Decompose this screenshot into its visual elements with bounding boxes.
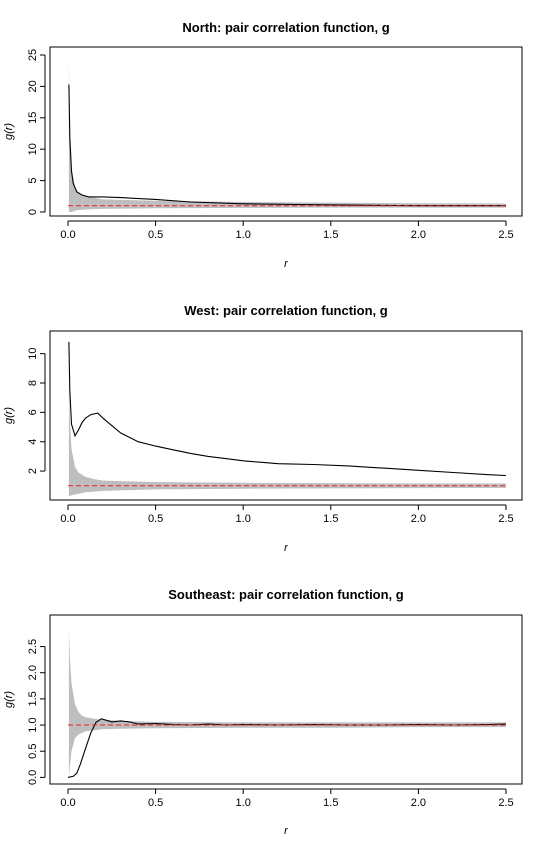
north-y-tick-label: 10 [27,143,39,155]
west-y-axis: 2 4 6 8 10 [27,348,46,474]
southeast-series [67,718,507,778]
north-title: North: pair correlation function, g [182,20,389,35]
southeast-x-label: r [284,825,289,837]
north-x-label: r [284,258,289,270]
southeast-envelope [68,628,507,778]
north-y-label: g(r) [3,123,15,140]
west-y-label: g(r) [3,407,15,424]
southeast-x-axis: 0.0 0.5 1.0 1.5 2.0 2.5 [60,788,514,809]
west-observed-line [68,341,507,477]
southeast-plot-frame [49,614,523,785]
west-title: West: pair correlation function, g [184,303,388,318]
north-x-tick-label: 0.5 [148,229,163,241]
southeast-x-tick-label: 2.5 [498,797,513,809]
southeast-observed-line [67,718,507,778]
north-observed-line [68,84,506,207]
north-y-tick-label: 5 [27,178,39,184]
north-x-axis: 0.0 0.5 1.0 1.5 2.0 2.5 [60,220,514,241]
north-x-tick-label: 1.0 [236,229,251,241]
southeast-y-tick-label: 1.0 [27,717,39,732]
west-plot-frame [49,330,523,501]
west-envelope-band [68,383,507,496]
north-plot-frame [49,46,523,217]
southeast-x-tick-label: 2.0 [411,797,426,809]
west-x-tick-label: 0.0 [60,513,75,525]
north-x-tick-label: 2.5 [498,229,513,241]
north-envelope [68,58,507,212]
west-x-tick-label: 1.5 [323,513,338,525]
west-y-tick-label: 8 [27,380,39,386]
west-x-tick-label: 2.5 [498,513,513,525]
west-x-tick-label: 2.0 [411,513,426,525]
southeast-x-tick-label: 1.0 [236,797,251,809]
west-y-tick-label: 10 [27,348,39,360]
north-y-tick-label: 20 [27,80,39,92]
west-x-label: r [284,542,289,554]
north-y-tick-label: 25 [27,49,39,61]
southeast-envelope-band [68,628,507,778]
north-x-tick-label: 2.0 [411,229,426,241]
west-panel: West: pair correlation function, g 0.0 0.… [3,303,523,554]
west-y-tick-label: 4 [27,439,39,445]
southeast-y-tick-label: 0.0 [27,770,39,785]
southeast-y-tick-label: 2.0 [27,665,39,680]
north-x-tick-label: 0.0 [60,229,75,241]
north-series [68,84,506,207]
west-series [68,341,507,487]
southeast-y-label: g(r) [3,691,15,708]
north-y-axis: 0 5 10 15 20 25 [27,49,46,215]
west-envelope [68,383,507,496]
north-y-tick-label: 0 [27,209,39,215]
southeast-y-tick-label: 0.5 [27,744,39,759]
west-y-tick-label: 6 [27,409,39,415]
north-y-tick-label: 15 [27,112,39,124]
west-x-tick-label: 1.0 [236,513,251,525]
west-x-tick-label: 0.5 [148,513,163,525]
southeast-title: Southeast: pair correlation function, g [168,587,404,602]
southeast-x-tick-label: 0.0 [60,797,75,809]
southeast-y-tick-label: 2.5 [27,639,39,654]
north-panel: North: pair correlation function, g 0.0 0… [3,20,523,270]
southeast-x-tick-label: 1.5 [323,797,338,809]
southeast-panel: Southeast: pair correlation function, g … [3,587,523,837]
southeast-y-tick-label: 1.5 [27,691,39,706]
southeast-x-tick-label: 0.5 [148,797,163,809]
west-y-tick-label: 2 [27,468,39,474]
southeast-y-axis: 0.0 0.5 1.0 1.5 2.0 2.5 [27,639,46,785]
north-envelope-band [68,58,507,212]
north-x-tick-label: 1.5 [323,229,338,241]
west-x-axis: 0.0 0.5 1.0 1.5 2.0 2.5 [60,504,514,525]
